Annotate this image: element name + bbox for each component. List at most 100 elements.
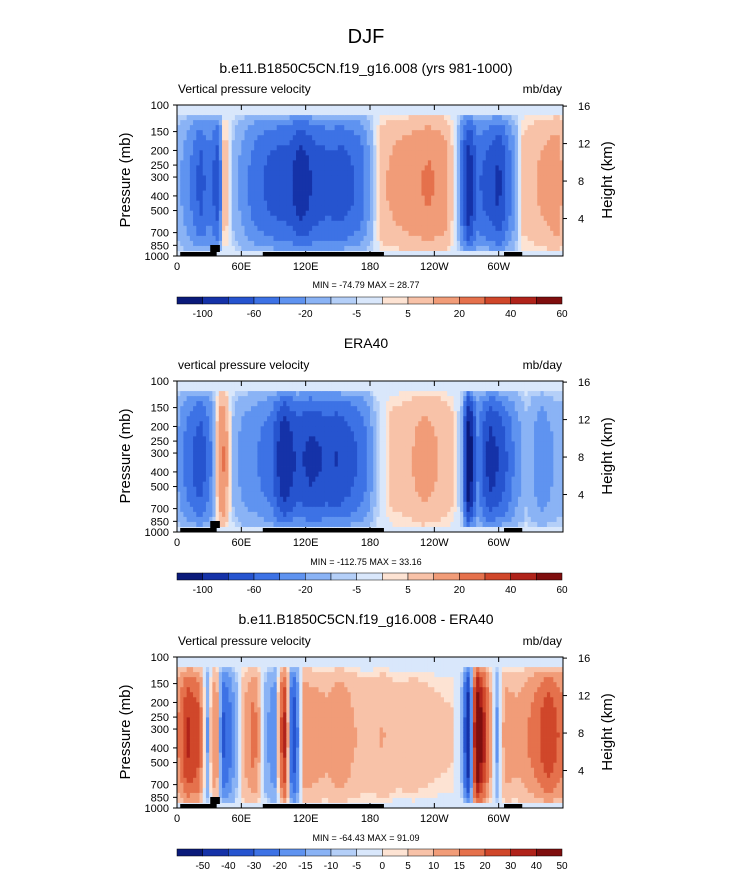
contour-cell: [328, 130, 332, 135]
contour-cell: [183, 125, 187, 130]
contour-cell: [479, 231, 483, 236]
contour-cell: [470, 246, 474, 251]
contour-cell: [302, 426, 306, 431]
contour-cell: [537, 130, 541, 135]
contour-cell: [425, 206, 429, 211]
contour-cell: [425, 191, 429, 196]
contour-cell: [245, 406, 249, 411]
contour-cell: [431, 170, 435, 175]
contour-cell: [518, 206, 522, 211]
contour-cell: [225, 446, 229, 451]
contour-cell: [264, 135, 268, 140]
contour-cell: [341, 186, 345, 191]
contour-cell: [557, 115, 561, 120]
contour-cell: [531, 226, 535, 231]
contour-cell: [547, 186, 551, 191]
contour-cell: [177, 451, 181, 456]
contour-cell: [254, 105, 258, 110]
contour-cell: [274, 125, 278, 130]
contour-cell: [550, 246, 554, 251]
contour-cell: [180, 492, 184, 497]
contour-cell: [380, 145, 384, 150]
contour-cell: [264, 467, 268, 472]
contour-cell: [389, 150, 393, 155]
contour-cell: [302, 145, 306, 150]
contour-cell: [344, 181, 348, 186]
contour-cell: [547, 175, 551, 180]
contour-cell: [557, 145, 561, 150]
contour-cell: [357, 206, 361, 211]
contour-cell: [483, 186, 487, 191]
contour-cell: [441, 211, 445, 216]
contour-cell: [473, 226, 477, 231]
contour-cell: [489, 221, 493, 226]
contour-cell: [483, 145, 487, 150]
contour-cell: [492, 170, 496, 175]
contour-cell: [216, 381, 220, 386]
contour-cell: [302, 181, 306, 186]
contour-cell: [347, 160, 351, 165]
contour-cell: [476, 110, 480, 115]
contour-cell: [396, 145, 400, 150]
contour-cell: [254, 497, 258, 502]
contour-cell: [238, 236, 242, 241]
contour-cell: [293, 467, 297, 472]
contour-cell: [415, 221, 419, 226]
contour-cell: [418, 110, 422, 115]
contour-cell: [421, 110, 425, 115]
contour-cell: [319, 110, 323, 115]
contour-cell: [177, 502, 181, 507]
contour-cell: [393, 155, 397, 160]
contour-cell: [196, 401, 200, 406]
contour-cell: [360, 130, 364, 135]
contour-cell: [380, 110, 384, 115]
contour-cell: [319, 105, 323, 110]
contour-cell: [331, 206, 335, 211]
contour-cell: [531, 221, 535, 226]
contour-cell: [257, 175, 261, 180]
contour-cell: [209, 236, 213, 241]
contour-cell: [232, 462, 236, 467]
contour-cell: [460, 155, 464, 160]
contour-cell: [277, 165, 281, 170]
contour-cell: [441, 196, 445, 201]
contour-cell: [534, 135, 538, 140]
contour-cell: [261, 135, 265, 140]
contour-cell: [232, 140, 236, 145]
contour-cell: [280, 507, 284, 512]
contour-cell: [383, 145, 387, 150]
contour-cell: [251, 401, 255, 406]
contour-cell: [248, 517, 252, 522]
contour-cell: [383, 181, 387, 186]
contour-cell: [467, 150, 471, 155]
contour-cell: [183, 191, 187, 196]
contour-cell: [438, 110, 442, 115]
contour-cell: [357, 115, 361, 120]
contour-cell: [412, 140, 416, 145]
contour-cell: [203, 522, 207, 527]
contour-cell: [454, 165, 458, 170]
contour-cell: [299, 125, 303, 130]
contour-cell: [209, 165, 213, 170]
contour-cell: [270, 130, 274, 135]
contour-cell: [193, 431, 197, 436]
contour-cell: [319, 181, 323, 186]
contour-cell: [290, 381, 294, 386]
contour-cell: [235, 406, 239, 411]
contour-cell: [228, 221, 232, 226]
contour-cell: [219, 482, 223, 487]
contour-cell: [235, 386, 239, 391]
contour-cell: [508, 236, 512, 241]
contour-cell: [389, 115, 393, 120]
contour-cell: [251, 492, 255, 497]
contour-cell: [180, 426, 184, 431]
contour-cell: [203, 391, 207, 396]
colorbar-swatch: [536, 297, 562, 304]
contour-cell: [248, 221, 252, 226]
contour-cell: [177, 472, 181, 477]
contour-cell: [460, 150, 464, 155]
contour-cell: [364, 226, 368, 231]
contour-cell: [206, 105, 210, 110]
contour-cell: [479, 110, 483, 115]
contour-cell: [225, 396, 229, 401]
